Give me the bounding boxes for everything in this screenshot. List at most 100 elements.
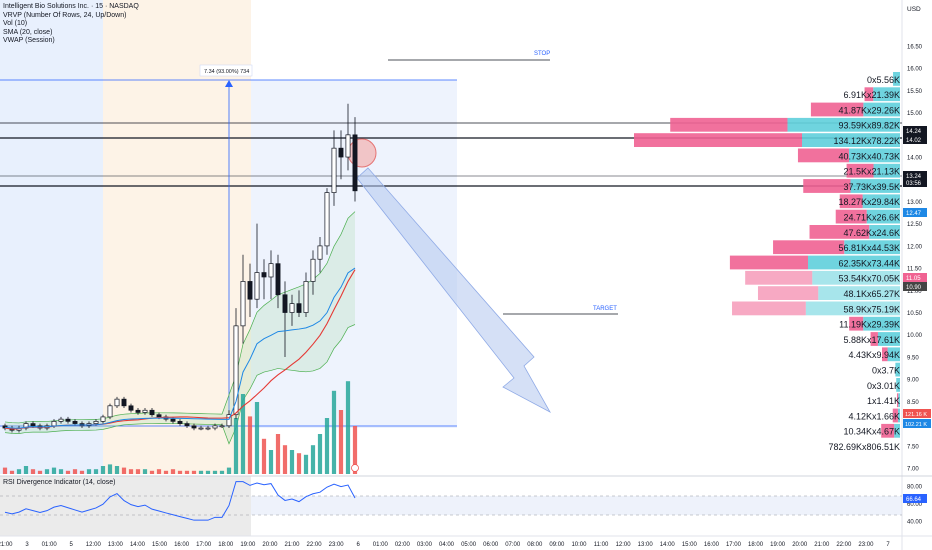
volume-profile-label: 10.34Kx4.67K xyxy=(843,427,900,437)
volume-bar xyxy=(9,470,15,474)
projection-arrow[interactable] xyxy=(356,167,552,413)
time-tick-label: 6 xyxy=(357,542,361,548)
time-tick-label: 21:00 xyxy=(284,542,300,548)
alert-flag-icon[interactable] xyxy=(351,464,359,472)
time-tick-label: 7 xyxy=(886,542,890,548)
volume-profile-label: 48.1Kx65.27K xyxy=(843,289,900,299)
badge-12-47-bg xyxy=(903,208,927,217)
volume-profile-up-bar xyxy=(844,240,900,255)
time-axis[interactable]: 21:00 3 01:00 5 12:00 13:00 14:00 15:00 16:00 17:… xyxy=(0,542,890,548)
volume-bar xyxy=(156,469,162,474)
candles-layer xyxy=(2,103,358,433)
volume-bar xyxy=(135,469,141,474)
candle-body xyxy=(268,263,274,278)
candle-body xyxy=(72,421,78,424)
volume-bar xyxy=(58,469,64,474)
volume-profile-up-bar xyxy=(893,72,900,86)
session-bg-orange xyxy=(103,0,251,474)
volume-profile-label: 0x3.01K xyxy=(867,381,900,391)
volume-profile-down-bar xyxy=(745,270,813,285)
volume-bar xyxy=(163,470,169,474)
volume-profile-label: 134.12Kx78.22K xyxy=(833,136,900,146)
candle-body xyxy=(331,147,337,193)
time-tick-label: 05:00 xyxy=(461,542,477,548)
volume-bar xyxy=(149,470,155,474)
rsi-axis[interactable]: 80.00 60.00 40.00 xyxy=(907,485,923,526)
time-tick-label: 16:00 xyxy=(174,542,190,548)
price-tick-label: 10.00 xyxy=(907,333,923,339)
volume-bar xyxy=(72,469,78,474)
volume-profile-up-bar xyxy=(802,133,900,147)
legend-vwap[interactable]: VWAP (Session) xyxy=(3,37,55,45)
rsi-tick-label: 80.00 xyxy=(907,485,923,491)
candle-body xyxy=(324,192,330,247)
legend-sma[interactable]: SMA (20, close) xyxy=(3,28,53,36)
volume-bar xyxy=(254,402,260,474)
price-tick-label: 11.00 xyxy=(907,289,922,295)
volume-profile-down-bar xyxy=(810,102,864,117)
volume-profile-label: 41.87Kx29.26K xyxy=(838,105,900,115)
volume-bar xyxy=(247,416,253,474)
rsi-layer xyxy=(4,481,356,521)
volume-bar xyxy=(16,469,22,474)
volume-bar xyxy=(331,390,337,474)
rsi-indicator-title[interactable]: RSI Divergence Indicator (14, close) xyxy=(3,479,116,486)
price-tick-label: 12.00 xyxy=(907,244,923,250)
time-tick-label: 19:00 xyxy=(240,542,256,548)
volume-bar xyxy=(191,470,197,474)
candle-body xyxy=(219,425,225,428)
volume-profile-up-bar xyxy=(895,362,900,377)
volume-profile-down-bar xyxy=(670,117,788,132)
volume-profile-down-bar xyxy=(732,301,806,316)
volume-bar xyxy=(261,438,267,474)
volume-bar xyxy=(345,381,351,474)
volume-profile-label: 0x5.56K xyxy=(867,75,900,85)
time-tick-label: 22:00 xyxy=(836,542,852,548)
volume-profile-up-bar xyxy=(873,163,900,178)
badge-102k: 102.21 K xyxy=(905,422,927,428)
volume-profile-down-bar xyxy=(881,347,888,362)
volume-profile-up-bar xyxy=(897,408,900,423)
volume-bar xyxy=(289,450,295,474)
badge-11-05: 11.05 xyxy=(906,276,921,282)
time-tick-label: 21:00 xyxy=(0,542,13,548)
candle-body xyxy=(149,409,155,416)
volume-profile-down-bar xyxy=(839,194,863,209)
price-axis[interactable]: 16.5016.0015.5015.0014.5014.0013.5013.00… xyxy=(907,45,923,473)
volume-profile-label: 4.12Kx1.66K xyxy=(848,411,900,421)
volume-bar xyxy=(268,450,274,474)
volume-bar xyxy=(170,469,176,474)
time-tick-label: 5 xyxy=(70,542,74,548)
rsi-session-bg-gray xyxy=(0,476,251,536)
legend-vrvp[interactable]: VRVP (Number Of Rows, 24, Up/Down) xyxy=(3,11,127,19)
legend-volume[interactable]: Vol (10) xyxy=(3,20,28,28)
volume-profile-down-bar xyxy=(757,286,819,300)
rsi-tick-label: 60.00 xyxy=(907,502,923,508)
badge-10-90: 10.90 xyxy=(906,285,922,291)
legend-symbol-title[interactable]: Intelligent Bio Solutions Inc. · 15 · NA… xyxy=(3,3,139,10)
rsi-band xyxy=(251,496,902,515)
reversal-circle[interactable] xyxy=(347,138,377,168)
price-tick-label: 12.50 xyxy=(907,222,923,228)
price-tick-label: 16.00 xyxy=(907,67,923,73)
volume-profile-down-bar xyxy=(773,240,845,255)
candle-body xyxy=(135,409,141,413)
candle-body xyxy=(303,281,309,313)
volume-bar xyxy=(296,453,302,474)
badge-rsi: 66.64 xyxy=(906,497,922,503)
volume-profile-up-bar xyxy=(818,286,900,300)
volume-bar xyxy=(303,454,309,474)
candle-body xyxy=(289,303,295,313)
measure-arrow-head xyxy=(225,80,233,87)
volume-bar xyxy=(44,469,50,474)
volume-profile-up-bar xyxy=(877,332,900,346)
candle-body xyxy=(317,245,323,260)
volume-profile-down-bar xyxy=(797,148,849,163)
time-tick-label: 14:00 xyxy=(130,542,146,548)
badge-14-02: 14.02 xyxy=(906,138,922,144)
candle-body xyxy=(254,272,260,300)
volume-profile-down-bar xyxy=(896,393,899,408)
currency-label[interactable]: USD xyxy=(907,6,921,13)
